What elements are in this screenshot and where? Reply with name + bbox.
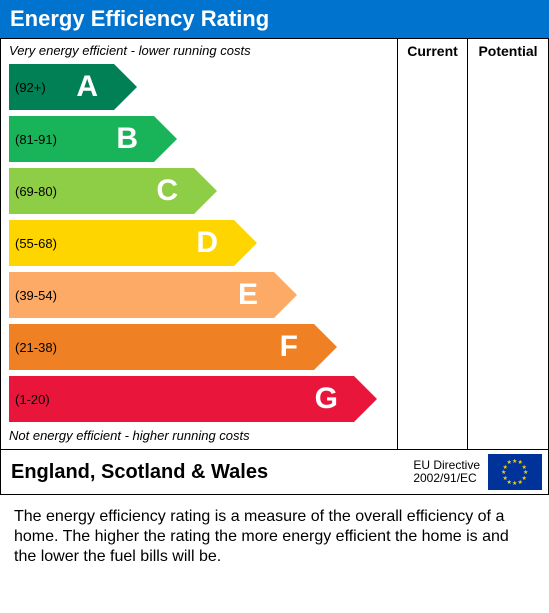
band-letter: E: [238, 278, 258, 312]
rating-band-e: (39-54) E: [9, 272, 389, 318]
region-label: England, Scotland & Wales: [1, 455, 407, 490]
column-header-current: Current: [398, 39, 468, 449]
chart-frame: Very energy efficient - lower running co…: [0, 38, 549, 495]
band-letter: C: [156, 174, 178, 208]
band-letter: D: [196, 226, 218, 260]
rating-band-c: (69-80) C: [9, 168, 389, 214]
rating-band-g: (1-20) G: [9, 376, 389, 422]
band-letter: A: [76, 70, 98, 104]
bands-column: Very energy efficient - lower running co…: [1, 39, 398, 449]
band-letter: G: [315, 382, 338, 416]
band-range: (81-91): [15, 132, 57, 147]
column-header-potential: Potential: [468, 39, 548, 449]
band-range: (39-54): [15, 288, 57, 303]
inefficient-note: Not energy efficient - higher running co…: [9, 428, 389, 443]
band-range: (55-68): [15, 236, 57, 251]
rating-band-f: (21-38) F: [9, 324, 389, 370]
caption-text: The energy efficiency rating is a measur…: [0, 495, 549, 575]
eu-star-icon: ★: [512, 480, 517, 487]
band-range: (21-38): [15, 340, 57, 355]
title-bar: Energy Efficiency Rating: [0, 0, 549, 38]
band-letter: F: [280, 330, 298, 364]
band-range: (69-80): [15, 184, 57, 199]
footer-row: England, Scotland & Wales EU Directive 2…: [1, 449, 548, 494]
band-range: (1-20): [15, 392, 50, 407]
eu-directive-label: EU Directive 2002/91/EC: [407, 455, 486, 489]
efficient-note: Very energy efficient - lower running co…: [9, 43, 389, 58]
band-range: (92+): [15, 80, 46, 95]
rating-band-b: (81-91) B: [9, 116, 389, 162]
band-letter: B: [116, 122, 138, 156]
rating-band-a: (92+) A: [9, 64, 389, 110]
chart-body: Very energy efficient - lower running co…: [1, 39, 548, 449]
eu-star-icon: ★: [518, 479, 523, 486]
directive-line2: 2002/91/EC: [413, 471, 476, 485]
rating-band-d: (55-68) D: [9, 220, 389, 266]
epc-rating-chart: Energy Efficiency Rating Very energy eff…: [0, 0, 549, 575]
eu-star-icon: ★: [507, 459, 512, 466]
directive-line1: EU Directive: [413, 458, 480, 472]
eu-flag-icon: ★★★★★★★★★★★★: [488, 454, 542, 490]
